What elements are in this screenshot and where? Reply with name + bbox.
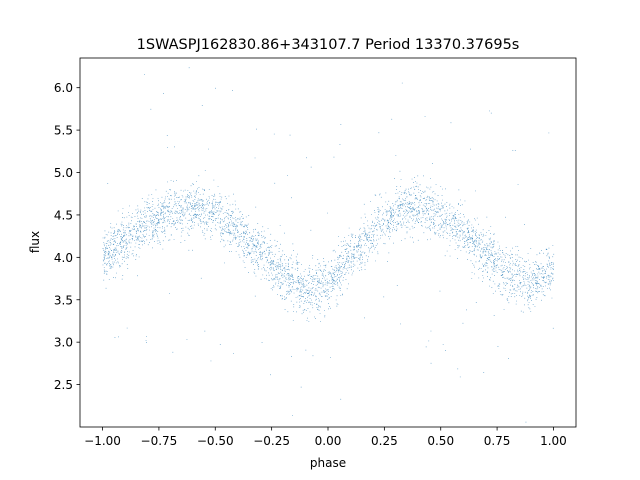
x-tick-label: 0.75 (484, 434, 511, 448)
x-tick-label: −0.25 (253, 434, 290, 448)
x-axis-label: phase (310, 456, 346, 470)
y-axis: 2.5 3.0 3.5 4.0 4.5 5.0 5.5 6.0 (54, 81, 80, 392)
y-tick-label: 4.0 (54, 251, 73, 265)
x-tick-label: 0.50 (427, 434, 454, 448)
y-tick-label: 3.0 (54, 336, 73, 350)
x-tick-label: 0.25 (371, 434, 398, 448)
y-tick-label: 2.5 (54, 378, 73, 392)
x-axis: −1.00 −0.75 −0.50 −0.25 0.00 0.25 0.50 0.75 1.00 (84, 427, 567, 448)
y-tick-label: 3.5 (54, 293, 73, 307)
y-tick-label: 4.5 (54, 208, 73, 222)
y-tick-label: 5.0 (54, 166, 73, 180)
x-tick-label: 1.00 (540, 434, 567, 448)
y-tick-label: 5.5 (54, 124, 73, 138)
chart-title: 1SWASPJ162830.86+343107.7 Period 13370.3… (137, 37, 520, 53)
x-tick-label: −0.50 (197, 434, 234, 448)
data-points (102, 67, 555, 423)
x-tick-label: 0.00 (315, 434, 342, 448)
y-axis-label: flux (28, 231, 42, 253)
x-tick-label: −0.75 (141, 434, 178, 448)
y-tick-label: 6.0 (54, 81, 73, 95)
scatter-points (102, 67, 555, 423)
x-tick-label: −1.00 (84, 434, 121, 448)
plot-frame (79, 57, 577, 428)
